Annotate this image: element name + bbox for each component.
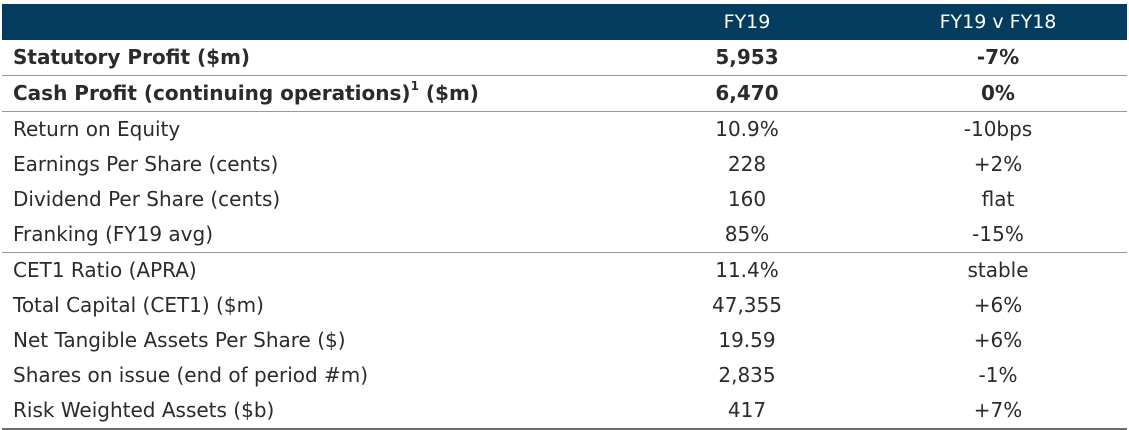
- row-label: Statutory Profit ($m): [13, 45, 251, 69]
- table-row: Statutory Profit ($m) 5,953 -7%: [2, 40, 1127, 75]
- row-change: +2%: [973, 152, 1023, 176]
- row-label: Total Capital (CET1) ($m): [13, 293, 264, 317]
- table-row: Earnings Per Share (cents) 228 +2%: [2, 147, 1127, 182]
- row-label: Return on Equity: [13, 117, 181, 141]
- row-label-suffix: ($m): [418, 81, 479, 105]
- row-label: Franking (FY19 avg): [13, 222, 213, 246]
- row-label: Cash Profit (continuing operations)1 ($m…: [13, 76, 479, 111]
- row-change: stable: [967, 258, 1029, 282]
- table-row: Return on Equity 10.9% -10bps: [2, 111, 1127, 147]
- row-change: +6%: [973, 293, 1023, 317]
- row-label: Dividend Per Share (cents): [13, 187, 281, 211]
- row-change: -10bps: [963, 117, 1033, 141]
- row-value: 228: [727, 152, 767, 176]
- table-row: CET1 Ratio (APRA) 11.4% stable: [2, 252, 1127, 288]
- row-change: +7%: [973, 398, 1023, 422]
- row-label: Risk Weighted Assets ($b): [13, 398, 275, 422]
- financial-summary-table: FY19 FY19 v FY18 Statutory Profit ($m) 5…: [2, 4, 1127, 430]
- row-value: 85%: [724, 222, 770, 246]
- row-value: 417: [727, 398, 767, 422]
- table-row: Dividend Per Share (cents) 160 flat: [2, 182, 1127, 217]
- row-value: 11.4%: [715, 258, 779, 282]
- row-change: +6%: [973, 328, 1023, 352]
- row-label: Shares on issue (end of period #m): [13, 363, 369, 387]
- table-row: Risk Weighted Assets ($b) 417 +7%: [2, 393, 1127, 428]
- row-value: 6,470: [715, 81, 779, 105]
- row-change: -7%: [976, 45, 1020, 69]
- row-change: flat: [981, 187, 1015, 211]
- header-fy19-v-fy18: FY19 v FY18: [939, 11, 1057, 33]
- row-label: CET1 Ratio (APRA): [13, 258, 197, 282]
- row-value: 47,355: [712, 293, 782, 317]
- row-value: 5,953: [715, 45, 779, 69]
- row-value: 19.59: [718, 328, 776, 352]
- table-row: Cash Profit (continuing operations)1 ($m…: [2, 75, 1127, 111]
- table-row: Total Capital (CET1) ($m) 47,355 +6%: [2, 288, 1127, 323]
- row-value: 10.9%: [715, 117, 779, 141]
- row-label: Earnings Per Share (cents): [13, 152, 279, 176]
- row-value: 2,835: [718, 363, 776, 387]
- row-label-text: Cash Profit (continuing operations): [13, 81, 411, 105]
- row-value: 160: [727, 187, 767, 211]
- table-row: Shares on issue (end of period #m) 2,835…: [2, 358, 1127, 393]
- table-row: Franking (FY19 avg) 85% -15%: [2, 217, 1127, 252]
- row-label: Net Tangible Assets Per Share ($): [13, 328, 346, 352]
- row-change: -15%: [972, 222, 1024, 246]
- table-row: Net Tangible Assets Per Share ($) 19.59 …: [2, 323, 1127, 358]
- row-change: -1%: [978, 363, 1018, 387]
- footnote-marker: 1: [410, 79, 419, 94]
- row-change: 0%: [981, 81, 1015, 105]
- table-header: FY19 FY19 v FY18: [2, 4, 1127, 40]
- header-fy19: FY19: [723, 11, 771, 33]
